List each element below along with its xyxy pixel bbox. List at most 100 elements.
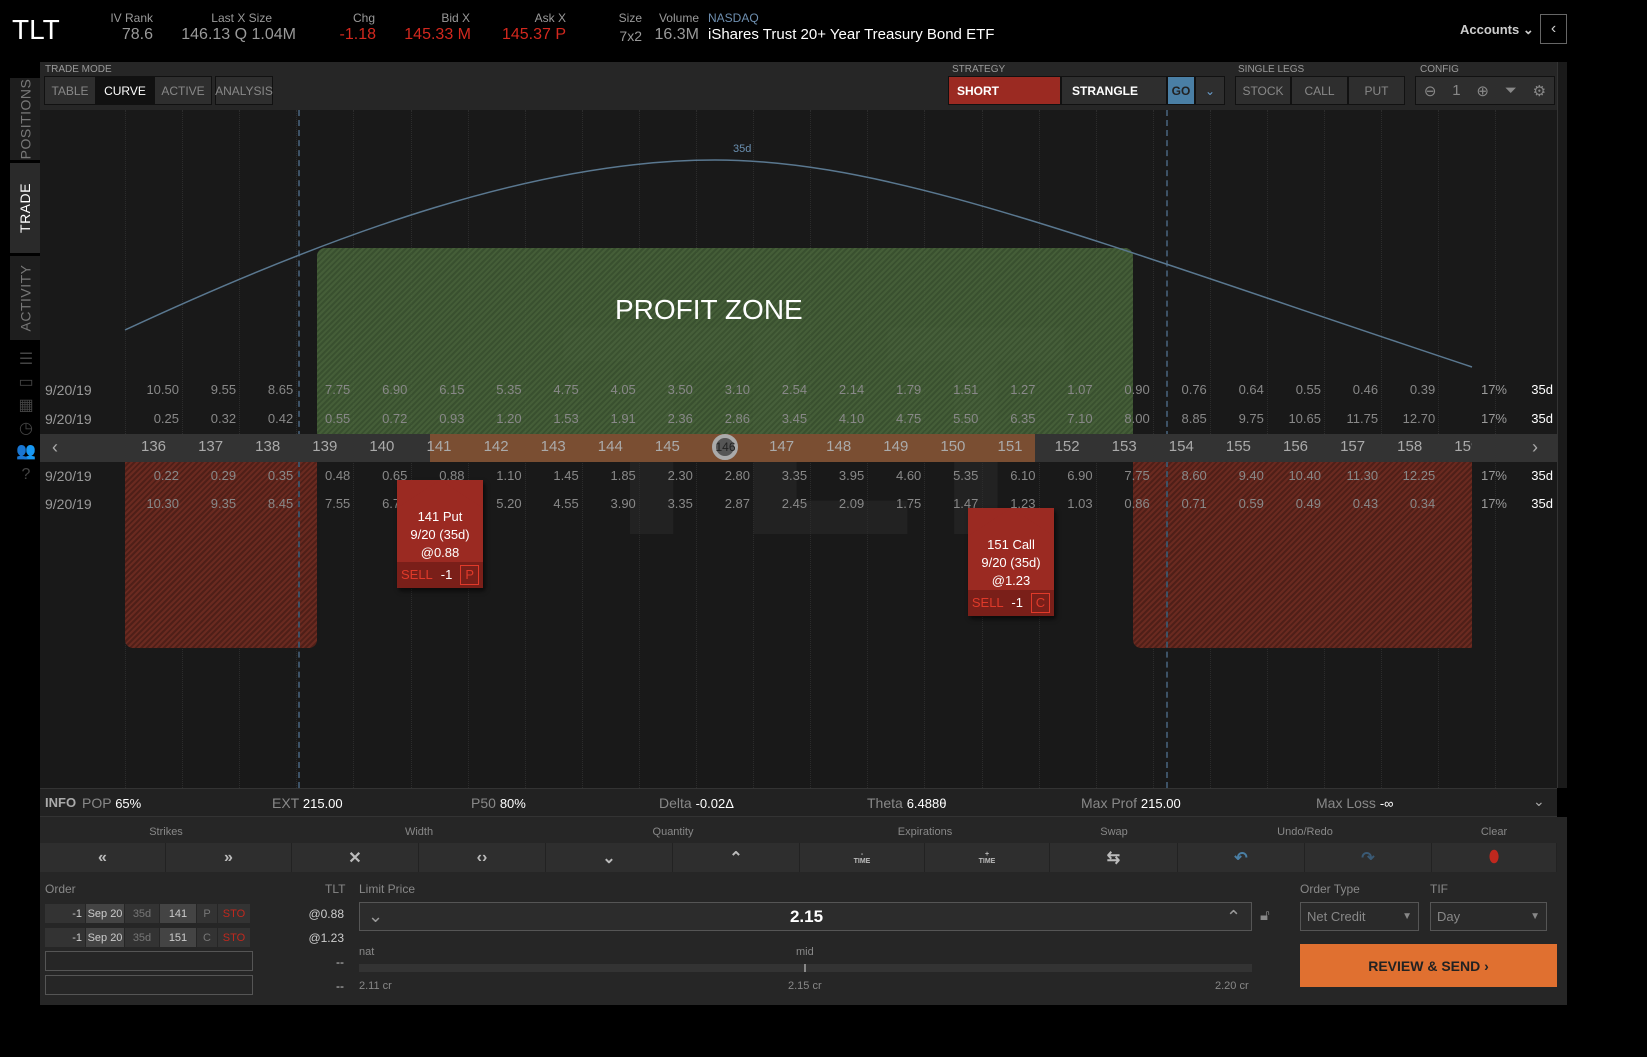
order-exp[interactable]: Sep 20 xyxy=(86,928,124,947)
option-price-cell[interactable]: 3.90 xyxy=(610,496,636,511)
option-price-cell[interactable]: 9.55 xyxy=(210,382,237,397)
strike-147[interactable]: 147 xyxy=(769,438,795,455)
accounts-menu[interactable]: Accounts ⌄ xyxy=(1460,22,1534,38)
order-qty[interactable]: -1 xyxy=(45,928,85,947)
mode-active[interactable]: ACTIVE xyxy=(154,76,212,105)
option-price-cell[interactable]: 7.75 xyxy=(324,382,351,397)
help-icon[interactable]: ? xyxy=(21,466,31,483)
collapse-button[interactable]: ‹ xyxy=(1540,14,1567,44)
option-price-cell[interactable]: 0.55 xyxy=(324,411,351,426)
strike-152[interactable]: 152 xyxy=(1054,438,1080,455)
strike-157[interactable]: 157 xyxy=(1340,438,1366,455)
strikes-up-button[interactable]: » xyxy=(166,843,292,872)
option-price-cell[interactable]: 3.45 xyxy=(781,411,808,426)
scrollbar[interactable] xyxy=(1557,62,1567,788)
mode-analysis[interactable]: ANALYSIS xyxy=(215,76,273,105)
option-price-cell[interactable]: 1.10 xyxy=(496,468,522,483)
option-price-cell[interactable]: 4.75 xyxy=(553,382,579,397)
option-price-cell[interactable]: 0.72 xyxy=(382,411,408,426)
leg-type[interactable]: C xyxy=(1030,593,1051,613)
order-action[interactable]: STO xyxy=(218,904,250,923)
option-price-cell[interactable]: 0.88 xyxy=(439,468,465,483)
redo-button[interactable]: ↷ xyxy=(1305,843,1432,872)
option-price-cell[interactable]: 2.80 xyxy=(724,468,750,483)
side-short-button[interactable]: SHORT xyxy=(948,76,1061,105)
option-price-cell[interactable]: 9.40 xyxy=(1238,468,1264,483)
option-price-cell[interactable]: 8.60 xyxy=(1181,468,1207,483)
option-price-cell[interactable]: 6.90 xyxy=(382,382,408,397)
strike-139[interactable]: 139 xyxy=(312,438,338,455)
leg-action[interactable]: SELL xyxy=(971,595,1004,610)
limit-price-input[interactable]: ⌄ 2.15 ⌃ xyxy=(359,902,1252,931)
quantity-up-button[interactable]: ⌃ xyxy=(673,843,800,872)
strike-143[interactable]: 143 xyxy=(540,438,566,455)
strike-140[interactable]: 140 xyxy=(369,438,395,455)
strike-144[interactable]: 144 xyxy=(597,438,623,455)
option-price-cell[interactable]: 0.64 xyxy=(1238,382,1264,397)
option-price-cell[interactable]: 3.95 xyxy=(838,468,865,483)
option-price-cell[interactable]: 1.27 xyxy=(1010,382,1036,397)
order-empty-row[interactable] xyxy=(45,951,253,971)
option-price-cell[interactable]: 0.25 xyxy=(153,411,179,426)
strike-137[interactable]: 137 xyxy=(198,438,224,455)
zoom-in-icon[interactable]: ⊕ xyxy=(1476,82,1489,100)
option-price-cell[interactable]: 1.53 xyxy=(553,411,579,426)
option-price-cell[interactable]: 4.75 xyxy=(895,411,922,426)
option-price-cell[interactable]: 10.30 xyxy=(146,496,179,511)
option-price-cell[interactable]: 3.50 xyxy=(667,382,693,397)
option-price-cell[interactable]: 4.05 xyxy=(610,382,636,397)
order-strike[interactable]: 141 xyxy=(160,904,196,923)
clear-button[interactable]: ⬮ xyxy=(1432,843,1557,872)
swap-button[interactable]: ⇆ xyxy=(1050,843,1178,872)
tab-trade[interactable]: TRADE xyxy=(10,163,40,253)
strategy-dropdown[interactable]: ⌄ xyxy=(1195,76,1225,105)
option-price-cell[interactable]: 1.03 xyxy=(1067,496,1093,511)
strike-next-icon[interactable]: › xyxy=(1532,437,1538,457)
time-plus-button[interactable]: + TIME xyxy=(925,843,1050,872)
strikes-down-button[interactable]: « xyxy=(40,843,166,872)
width-narrow-button[interactable]: ✕ xyxy=(292,843,419,872)
price-slider[interactable] xyxy=(359,964,1252,972)
filter-icon[interactable]: ⏷ xyxy=(1504,82,1517,99)
option-price-cell[interactable]: 8.45 xyxy=(267,496,294,511)
option-price-cell[interactable]: 3.35 xyxy=(667,496,693,511)
mode-curve[interactable]: CURVE xyxy=(96,76,154,105)
strike-155[interactable]: 155 xyxy=(1225,438,1251,455)
limit-price-value[interactable]: 2.15 xyxy=(789,907,824,926)
order-type[interactable]: C xyxy=(197,928,217,947)
strike-136[interactable]: 136 xyxy=(140,438,167,455)
leg-action[interactable]: SELL xyxy=(400,567,433,582)
option-price-cell[interactable]: 5.50 xyxy=(953,411,979,426)
strike-148[interactable]: 148 xyxy=(826,438,852,455)
order-type[interactable]: P xyxy=(197,904,217,923)
strike-bar[interactable]: ‹ › 136 137 138 139 140 141 142 143 144 145 146 147… xyxy=(40,434,1557,462)
leg-type[interactable]: P xyxy=(460,565,479,585)
strike-149[interactable]: 149 xyxy=(883,438,909,455)
info-expand-icon[interactable]: ⌄ xyxy=(1533,793,1545,809)
option-price-cell[interactable]: 0.32 xyxy=(210,411,237,426)
option-price-cell[interactable]: 4.60 xyxy=(895,468,922,483)
option-price-cell[interactable]: 0.65 xyxy=(382,468,408,483)
people-icon[interactable]: 👥 xyxy=(16,443,36,460)
leg-put-button[interactable]: PUT xyxy=(1348,76,1405,105)
option-price-cell[interactable]: 0.22 xyxy=(153,468,179,483)
option-price-cell[interactable]: 5.35 xyxy=(953,468,979,483)
leg-call-button[interactable]: CALL xyxy=(1291,76,1348,105)
curve-chart[interactable]: TLT PROFIT ZONE 35d ‹ › 1361371381391401… xyxy=(40,110,1557,788)
strike-145[interactable]: 145 xyxy=(654,438,680,455)
option-price-cell[interactable]: 1.20 xyxy=(496,411,522,426)
option-price-cell[interactable]: 11.75 xyxy=(1346,411,1379,426)
strike-151[interactable]: 151 xyxy=(997,438,1023,455)
option-price-cell[interactable]: 0.35 xyxy=(267,468,294,483)
option-price-cell[interactable]: 10.40 xyxy=(1288,468,1321,483)
tv-icon[interactable]: ▭ xyxy=(18,374,34,391)
option-price-cell[interactable]: 1.47 xyxy=(953,496,979,511)
option-price-cell[interactable]: 2.30 xyxy=(667,468,693,483)
option-price-cell[interactable]: 1.75 xyxy=(895,496,922,511)
mode-table[interactable]: TABLE xyxy=(44,76,96,105)
width-widen-button[interactable]: ‹› xyxy=(419,843,546,872)
option-price-cell[interactable]: 5.20 xyxy=(496,496,522,511)
option-price-cell[interactable]: 6.90 xyxy=(1067,468,1093,483)
zoom-out-icon[interactable]: ⊖ xyxy=(1423,82,1437,100)
option-price-cell[interactable]: 7.75 xyxy=(1124,468,1150,483)
